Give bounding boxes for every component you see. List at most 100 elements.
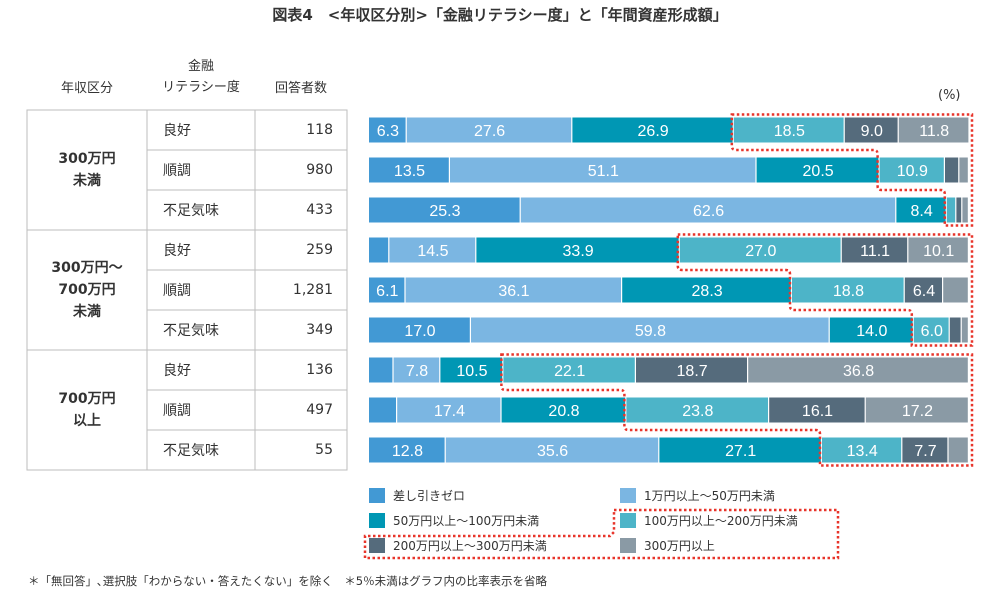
data-label: 16.1 <box>802 403 833 420</box>
legend-swatch <box>369 488 385 503</box>
data-label: 10.5 <box>456 363 487 380</box>
literacy-label: 良好 <box>163 243 191 259</box>
bar-segment <box>959 157 968 183</box>
bar-segment <box>896 197 946 223</box>
data-label: 36.8 <box>843 363 874 380</box>
header-literacy: 金融 リテラシー度 <box>162 59 240 95</box>
literacy-label: 不足気味 <box>163 323 219 339</box>
bar-segment <box>943 277 968 303</box>
data-label: 51.1 <box>588 163 619 180</box>
legend-label: 300万円以上 <box>644 539 715 553</box>
data-label: 27.6 <box>474 123 505 140</box>
literacy-label: 順調 <box>163 403 191 419</box>
bar-segment <box>471 317 829 343</box>
data-label: 13.4 <box>847 443 878 460</box>
legend-swatch <box>369 513 385 528</box>
legend-item: 200万円以上〜300万円未満 <box>369 537 547 554</box>
data-label: 6.1 <box>376 283 398 300</box>
literacy-label: 順調 <box>163 283 191 299</box>
income-group-label: 700万円 以上 <box>58 391 116 429</box>
bar-segment <box>393 357 440 383</box>
highlight-outline <box>500 353 974 467</box>
data-label: 59.8 <box>635 323 666 340</box>
bar-segment <box>908 237 968 263</box>
bar-segment <box>945 157 959 183</box>
data-label: 17.4 <box>434 403 465 420</box>
legend-label: 100万円以上〜200万円未満 <box>644 514 798 528</box>
data-label: 10.9 <box>897 163 928 180</box>
header-income: 年収区分 <box>60 81 113 96</box>
bar-segment <box>406 117 572 143</box>
legend-item: 50万円以上〜100万円未満 <box>369 512 539 529</box>
data-label: 10.1 <box>923 243 954 260</box>
bar-segment <box>503 357 635 383</box>
bar-segment <box>369 197 520 223</box>
legend-item: 1万円以上〜50万円未満 <box>620 487 775 504</box>
data-label: 25.3 <box>429 203 460 220</box>
bar-segment <box>949 317 961 343</box>
bar-segment <box>369 317 470 343</box>
highlight-outline <box>676 233 974 347</box>
data-label: 20.5 <box>803 163 834 180</box>
data-label: 14.0 <box>856 323 887 340</box>
legend-swatch <box>620 513 636 528</box>
bar-segment <box>369 357 393 383</box>
data-label: 20.8 <box>548 403 579 420</box>
data-label: 9.0 <box>861 123 883 140</box>
bar-segment <box>659 437 821 463</box>
data-label: 18.8 <box>833 283 864 300</box>
legend-swatch <box>620 538 636 553</box>
bar-segment <box>841 237 908 263</box>
bar-segment <box>572 117 733 143</box>
bar-segment <box>844 117 898 143</box>
data-label: 36.1 <box>498 283 529 300</box>
data-label: 23.8 <box>682 403 713 420</box>
data-label: 18.5 <box>774 123 805 140</box>
bar-segment <box>792 277 904 303</box>
respondent-count: 1,281 <box>292 282 333 298</box>
respondent-count: 136 <box>306 362 333 378</box>
bar-segment <box>636 357 747 383</box>
bar-segment <box>946 197 956 223</box>
data-label: 12.8 <box>392 443 423 460</box>
header-count: 回答者数 <box>274 81 327 96</box>
data-label: 26.9 <box>638 123 669 140</box>
data-label: 13.5 <box>394 163 425 180</box>
legend-swatch <box>369 538 385 553</box>
literacy-label: 不足気味 <box>163 203 219 219</box>
bar-segment <box>369 237 389 263</box>
data-label: 35.6 <box>537 443 568 460</box>
respondent-count: 497 <box>306 402 333 418</box>
bar-segment <box>865 397 968 423</box>
table-border <box>26 109 348 471</box>
data-label: 14.5 <box>417 243 448 260</box>
footnote: ＊「無回答」､選択肢「わからない・答えたくない」を除く ＊5％未満はグラフ内の比… <box>28 574 548 588</box>
data-label: 17.2 <box>902 403 933 420</box>
respondent-count: 55 <box>315 442 333 458</box>
legend-label: 差し引きゼロ <box>393 489 466 503</box>
bar-segment <box>520 197 896 223</box>
bar-segment <box>450 157 756 183</box>
bar-segment <box>898 117 969 143</box>
bar-segment <box>501 397 626 423</box>
bar-segment <box>445 437 659 463</box>
bar-segment <box>748 357 968 383</box>
respondent-count: 118 <box>306 122 333 138</box>
data-label: 62.6 <box>693 203 724 220</box>
bar-segment <box>756 157 879 183</box>
bar-segment <box>733 117 844 143</box>
chart-title: 図表4 <年収区分別>「金融リテラシー度」と「年間資産形成額」 <box>272 6 728 24</box>
income-group-label: 300万円〜 700万円 未満 <box>51 260 123 320</box>
bar-segment <box>962 197 968 223</box>
bar-segment <box>440 357 503 383</box>
bar-segment <box>822 437 902 463</box>
unit-label: (%) <box>938 88 961 103</box>
bar-segment <box>679 237 841 263</box>
bar-segment <box>948 437 968 463</box>
income-group-label: 300万円 未満 <box>58 151 116 189</box>
data-label: 27.0 <box>745 243 776 260</box>
respondent-count: 259 <box>306 242 333 258</box>
data-label: 6.0 <box>921 323 943 340</box>
legend-item: 100万円以上〜200万円未満 <box>620 512 798 529</box>
